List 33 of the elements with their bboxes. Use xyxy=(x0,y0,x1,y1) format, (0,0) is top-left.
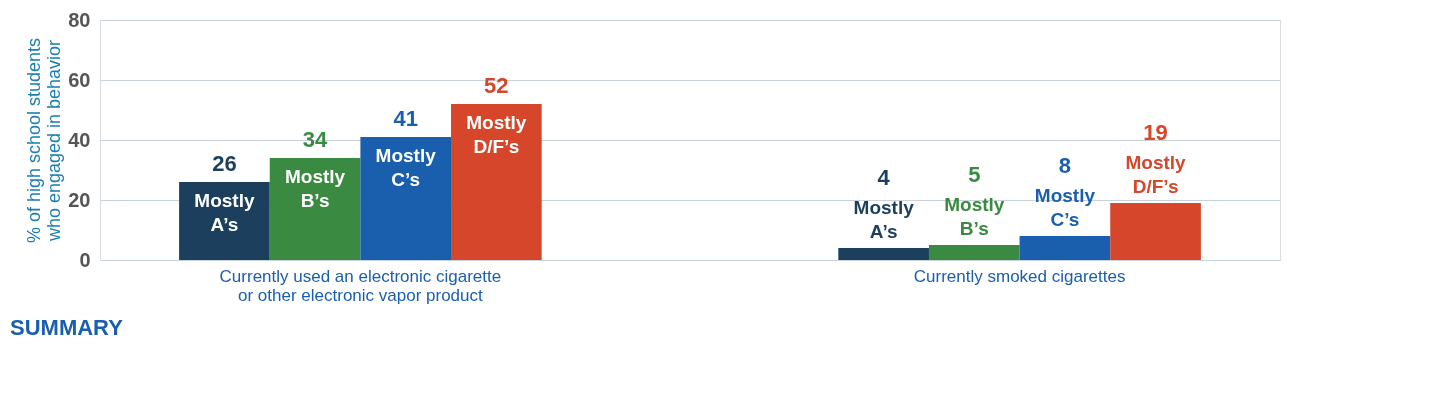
text: Mostly A’s xyxy=(853,197,914,242)
text: Mostly B’s xyxy=(944,194,1005,239)
text: Mostly C’s xyxy=(375,145,436,190)
data-label: 4 xyxy=(877,165,891,190)
data-label: 41 xyxy=(393,106,418,131)
data-label: 19 xyxy=(1143,120,1168,145)
bar xyxy=(1019,236,1111,260)
bar xyxy=(269,158,361,260)
bar xyxy=(1110,203,1201,260)
text: Mostly C’s xyxy=(1034,185,1096,230)
bar xyxy=(838,248,929,260)
bar xyxy=(451,104,542,260)
x-tick-label: Currently smoked cigarettes xyxy=(913,266,1126,286)
y-axis-title: % of high school students who engaged in behavior xyxy=(24,37,65,244)
y-tick-label: 60 xyxy=(68,68,91,91)
bar xyxy=(360,137,452,260)
bar xyxy=(928,245,1020,260)
text: SUMMARY xyxy=(10,315,124,340)
data-label: 5 xyxy=(968,162,981,187)
y-tick-label: 80 xyxy=(68,8,91,31)
text: Mostly A’s xyxy=(194,190,255,235)
text: Mostly D/F’s xyxy=(466,112,527,157)
bar xyxy=(179,182,270,260)
data-label: 8 xyxy=(1058,153,1072,178)
data-label: 26 xyxy=(212,151,237,176)
x-tick-label: Currently used an electronic cigarette or other electronic vapor product xyxy=(219,266,502,305)
data-label: 34 xyxy=(302,127,329,152)
y-tick-label: 40 xyxy=(68,128,91,151)
y-tick-label: 0 xyxy=(79,248,91,271)
text: Mostly B’s xyxy=(284,166,346,211)
text: Mostly D/F’s xyxy=(1125,152,1186,197)
data-label: 52 xyxy=(484,73,509,98)
y-tick-label: 20 xyxy=(68,188,91,211)
